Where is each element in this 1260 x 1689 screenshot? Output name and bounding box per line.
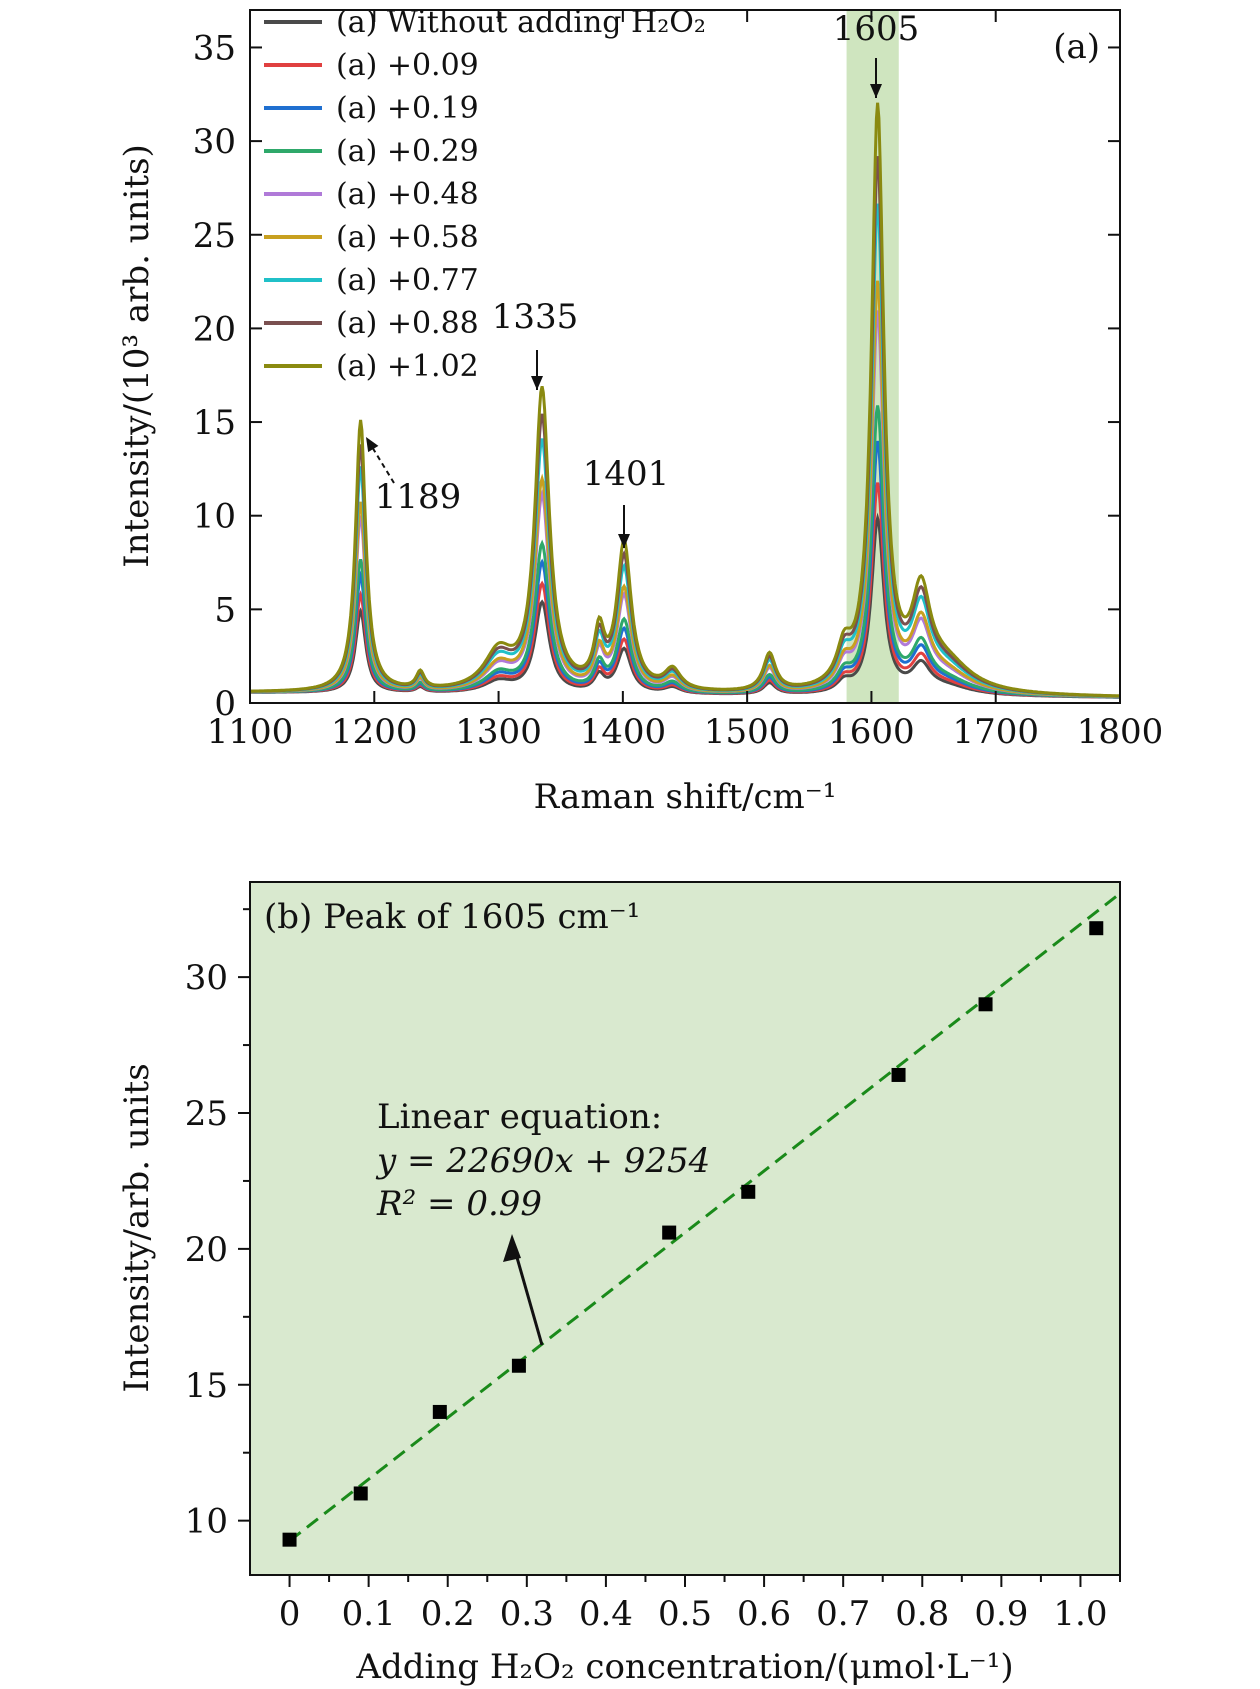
data-point-7 <box>978 997 993 1012</box>
spectrum-line-5 <box>250 280 1121 698</box>
legend-label: (a) +0.29 <box>336 134 479 169</box>
y-axis-label-b: Intensity/arb. units <box>117 1063 157 1392</box>
panel-label-b: (b) Peak of 1605 cm⁻¹ <box>264 897 640 937</box>
y-axis-label-a: Intensity/(10³ arb. units) <box>117 144 157 568</box>
y-tick-label-b: 10 <box>185 1502 228 1542</box>
peak-arrowhead-1335 <box>531 376 543 390</box>
peak-label-1605: 1605 <box>833 9 920 49</box>
x-tick-label-b: 0.5 <box>658 1594 712 1634</box>
y-tick-label-a: 15 <box>193 403 236 443</box>
data-point-3 <box>511 1358 526 1373</box>
x-tick-label-b: 0.1 <box>342 1594 396 1634</box>
x-tick-label-b: 0.6 <box>737 1594 791 1634</box>
peak-label-1335: 1335 <box>492 297 579 337</box>
x-tick-label-a: 1100 <box>207 712 294 752</box>
spectrum-line-8 <box>250 102 1121 698</box>
x-tick-label-a: 1600 <box>828 712 915 752</box>
x-tick-label-b: 0.7 <box>816 1594 870 1634</box>
x-tick-label-a: 1500 <box>704 712 791 752</box>
x-tick-label-a: 1800 <box>1077 712 1164 752</box>
x-tick-label-b: 0.2 <box>421 1594 475 1634</box>
data-point-1 <box>353 1486 368 1501</box>
legend-label: (a) +0.58 <box>336 220 479 255</box>
axis-ticks-a: 1100 1200 1300 1400 1500 1600 1700 1800 0 5 10 15 20… <box>193 10 1164 752</box>
x-tick-label-a: 1700 <box>952 712 1039 752</box>
x-axis-label-a: Raman shift/cm⁻¹ <box>534 777 837 817</box>
y-tick-label-a: 10 <box>193 497 236 537</box>
x-tick-label-a: 1200 <box>331 712 418 752</box>
panel-label-a: (a) <box>1053 27 1100 67</box>
data-point-6 <box>891 1067 906 1082</box>
peak-arrowhead-1401 <box>618 534 630 548</box>
legend-label: (a) +0.09 <box>336 48 479 83</box>
legend-label: (a) +0.19 <box>336 91 479 126</box>
equation-r2: R² = 0.99 <box>376 1184 542 1224</box>
y-tick-label-a: 20 <box>193 309 236 349</box>
legend-label: (a) +0.88 <box>336 306 479 341</box>
x-axis-label-b: Adding H₂O₂ concentration/(μmol·L⁻¹) <box>355 1647 1013 1687</box>
peak-label-1401: 1401 <box>583 454 670 494</box>
x-tick-label-b: 0 <box>279 1594 301 1634</box>
panel-b-linear-fit: 0 0.1 0.2 0.3 0.4 0.5 0.6 0.7 0.8 0.9 1.0 10 15 20 25 3… <box>117 881 1121 1687</box>
peak-arrowhead-1189 <box>366 437 379 453</box>
x-tick-label-a: 1300 <box>455 712 542 752</box>
equation-title: Linear equation: <box>377 1097 662 1137</box>
y-tick-label-a: 5 <box>214 590 236 630</box>
x-tick-label-b: 0.9 <box>974 1594 1028 1634</box>
spectrum-line-3 <box>250 405 1121 699</box>
data-point-5 <box>741 1184 756 1199</box>
y-tick-label-a: 25 <box>193 216 236 256</box>
legend-label: (a) +1.02 <box>336 349 479 384</box>
x-tick-label-b: 0.4 <box>579 1594 633 1634</box>
x-tick-label-b: 0.3 <box>500 1594 554 1634</box>
data-point-8 <box>1089 921 1104 936</box>
legend-label: (a) +0.77 <box>336 263 479 298</box>
plot-frame-a <box>249 9 1121 704</box>
data-point-2 <box>432 1404 447 1419</box>
data-point-0 <box>282 1532 297 1547</box>
peak-arrowhead-1605 <box>870 84 882 98</box>
peak-label-1189: 1189 <box>375 477 462 517</box>
y-tick-label-a: 30 <box>193 122 236 162</box>
x-tick-label-a: 1400 <box>580 712 667 752</box>
x-tick-label-b: 1.0 <box>1053 1594 1107 1634</box>
spectra-series-group <box>249 102 1121 699</box>
y-tick-label-b: 20 <box>185 1230 228 1270</box>
legend-a: (a) Without adding H₂O₂ (a) +0.09 (a) +0.1… <box>264 5 706 384</box>
x-tick-label-b: 0.8 <box>895 1594 949 1634</box>
data-point-4 <box>662 1225 677 1240</box>
data-points <box>282 921 1104 1547</box>
y-tick-label-a: 0 <box>214 684 236 724</box>
annotation-arrow-head <box>503 1234 521 1262</box>
legend-label: (a) Without adding H₂O₂ <box>336 5 706 40</box>
y-tick-label-b: 15 <box>185 1366 228 1406</box>
y-tick-label-b: 30 <box>185 958 228 998</box>
equation-formula: y = 22690x + 9254 <box>375 1141 710 1181</box>
panel-a-spectra: 1100 1200 1300 1400 1500 1600 1700 1800 0 5 10 15 20… <box>117 5 1163 817</box>
peak-annotations: 1189 1335 1401 1605 <box>365 9 920 548</box>
legend-label: (a) +0.48 <box>336 177 479 212</box>
axis-ticks-b: 0 0.1 0.2 0.3 0.4 0.5 0.6 0.7 0.8 0.9 1.0 10 15 20 25 3… <box>185 908 1121 1634</box>
y-tick-label-b: 25 <box>185 1094 228 1134</box>
y-tick-label-a: 35 <box>193 28 236 68</box>
